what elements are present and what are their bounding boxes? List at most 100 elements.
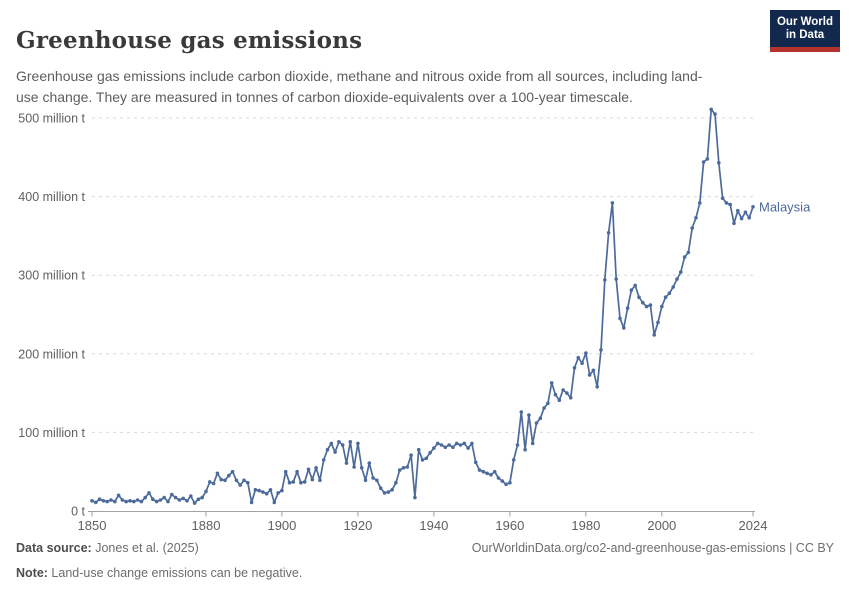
data-point[interactable] (230, 469, 235, 474)
data-point[interactable] (310, 477, 315, 482)
data-point[interactable] (211, 481, 216, 486)
data-point[interactable] (257, 488, 261, 493)
data-point[interactable] (132, 499, 136, 504)
data-point[interactable] (162, 495, 166, 500)
data-point[interactable] (489, 473, 493, 477)
data-point[interactable] (287, 480, 292, 485)
data-point[interactable] (101, 499, 106, 503)
data-point[interactable] (321, 458, 326, 462)
data-point[interactable] (481, 469, 486, 474)
data-point[interactable] (128, 499, 132, 503)
data-point[interactable] (416, 447, 421, 452)
data-point[interactable] (170, 492, 174, 497)
data-point[interactable] (428, 451, 432, 455)
data-point[interactable] (181, 496, 185, 501)
data-point[interactable] (614, 277, 618, 281)
data-point[interactable] (492, 469, 497, 474)
data-point[interactable] (280, 488, 284, 493)
data-point[interactable] (717, 161, 721, 165)
data-point[interactable] (747, 216, 751, 220)
data-point[interactable] (314, 466, 318, 470)
data-point[interactable] (375, 478, 379, 483)
data-point[interactable] (675, 277, 679, 281)
data-point[interactable] (694, 216, 698, 220)
data-point[interactable] (595, 385, 599, 389)
data-point[interactable] (648, 303, 653, 307)
data-point[interactable] (124, 499, 128, 504)
data-point[interactable] (135, 498, 140, 502)
data-point[interactable] (219, 477, 223, 482)
data-point[interactable] (660, 304, 664, 309)
data-point[interactable] (264, 491, 269, 496)
data-point[interactable] (291, 480, 296, 484)
data-point[interactable] (751, 205, 755, 209)
data-point[interactable] (261, 490, 265, 494)
data-point[interactable] (511, 458, 516, 462)
data-point[interactable] (177, 498, 182, 502)
data-point[interactable] (728, 202, 732, 207)
data-point[interactable] (565, 391, 569, 395)
data-point[interactable] (147, 491, 151, 495)
data-point[interactable] (356, 441, 360, 446)
data-point[interactable] (732, 221, 736, 226)
data-point[interactable] (432, 446, 436, 450)
data-point[interactable] (116, 493, 121, 498)
data-point[interactable] (394, 480, 398, 485)
data-series-malaysia[interactable] (90, 107, 755, 505)
data-point[interactable] (530, 441, 535, 446)
data-point[interactable] (352, 465, 356, 469)
data-point[interactable] (192, 501, 197, 505)
data-point[interactable] (485, 471, 489, 476)
data-point[interactable] (215, 471, 220, 476)
data-point[interactable] (196, 497, 201, 502)
data-point[interactable] (189, 494, 193, 498)
data-point[interactable] (451, 445, 455, 450)
data-point[interactable] (599, 348, 603, 352)
data-point[interactable] (625, 306, 630, 311)
data-point[interactable] (94, 500, 98, 505)
data-point[interactable] (242, 478, 246, 483)
data-point[interactable] (234, 478, 239, 483)
data-point[interactable] (546, 401, 550, 406)
data-point[interactable] (185, 499, 189, 503)
data-point[interactable] (705, 157, 710, 161)
data-point[interactable] (151, 497, 155, 502)
data-point[interactable] (622, 326, 626, 330)
series-line-malaysia[interactable] (91, 108, 754, 504)
data-point[interactable] (504, 482, 508, 487)
data-point[interactable] (633, 283, 637, 288)
data-point[interactable] (572, 366, 577, 370)
data-point[interactable] (500, 479, 505, 483)
data-point[interactable] (515, 443, 520, 447)
data-point[interactable] (405, 465, 410, 469)
data-point[interactable] (698, 201, 702, 205)
data-point[interactable] (109, 498, 113, 502)
data-point[interactable] (739, 216, 744, 221)
data-point[interactable] (340, 443, 345, 447)
data-point[interactable] (359, 466, 364, 470)
data-point[interactable] (413, 495, 417, 500)
data-point[interactable] (158, 498, 163, 502)
data-point[interactable] (113, 499, 117, 504)
data-point[interactable] (329, 441, 334, 446)
data-point[interactable] (724, 201, 729, 205)
data-point[interactable] (386, 490, 391, 494)
data-point[interactable] (333, 450, 337, 454)
data-point[interactable] (720, 196, 725, 200)
data-point[interactable] (382, 491, 387, 495)
data-point[interactable] (318, 478, 322, 483)
data-point[interactable] (401, 466, 406, 470)
data-point[interactable] (325, 447, 330, 452)
data-point[interactable] (641, 300, 645, 305)
data-point[interactable] (337, 440, 341, 444)
data-point[interactable] (656, 320, 660, 325)
data-point[interactable] (249, 500, 254, 505)
data-point[interactable] (667, 291, 672, 296)
data-point[interactable] (671, 285, 675, 289)
data-point[interactable] (580, 361, 584, 366)
data-point[interactable] (610, 201, 615, 205)
data-point[interactable] (166, 499, 170, 504)
data-point[interactable] (397, 468, 402, 472)
data-point[interactable] (527, 413, 531, 417)
data-point[interactable] (348, 440, 353, 444)
